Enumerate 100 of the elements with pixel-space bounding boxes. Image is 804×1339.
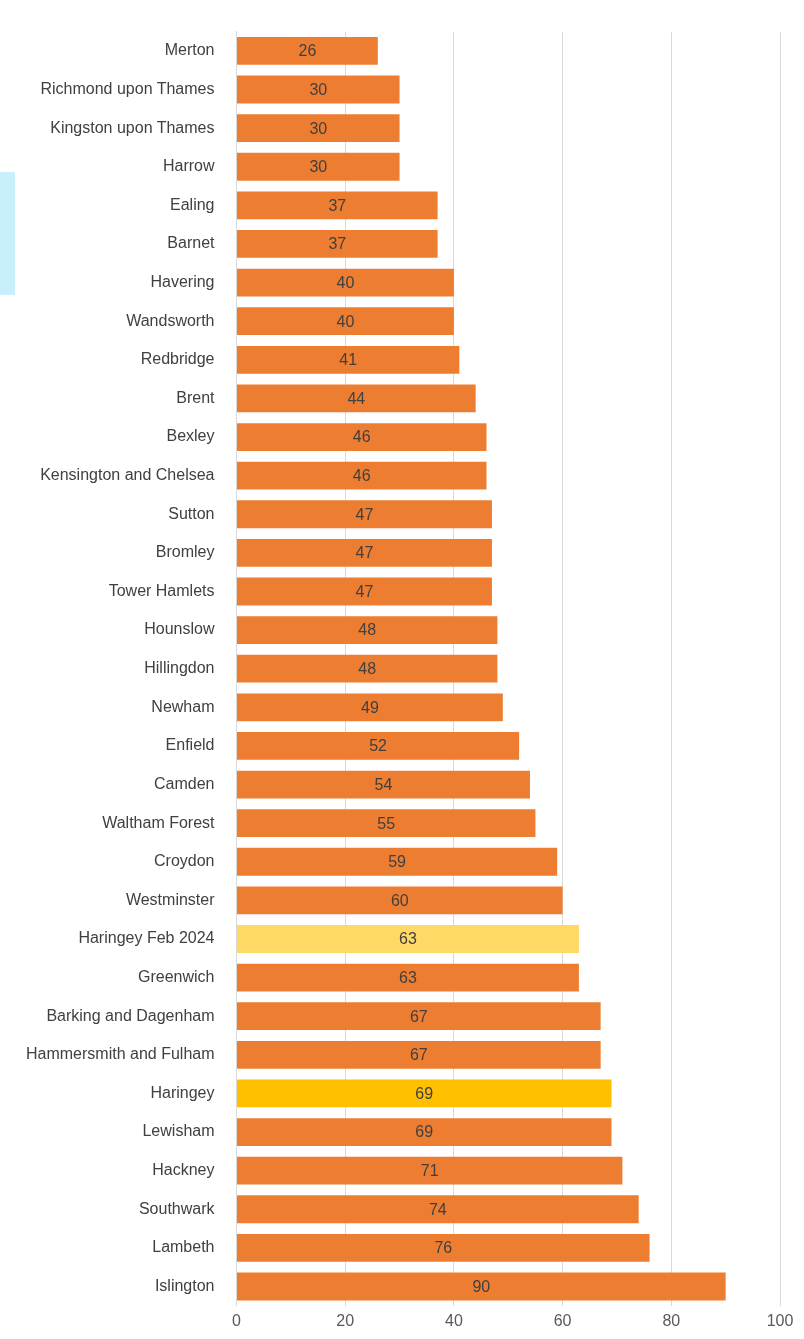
- data-label: 63: [399, 930, 417, 948]
- x-tick-label: 20: [336, 1311, 355, 1329]
- bar: [237, 616, 498, 644]
- bar: [237, 1272, 726, 1301]
- y-tick-label: Lewisham: [142, 1122, 215, 1140]
- y-tick-label: Merton: [164, 41, 215, 59]
- bar: [237, 809, 536, 838]
- bar: [237, 847, 558, 876]
- y-tick-label: Redbridge: [140, 350, 215, 368]
- data-label: 37: [328, 196, 347, 214]
- bar: [237, 384, 476, 413]
- y-tick-label: Southwark: [138, 1199, 216, 1217]
- y-tick-label: Hillingdon: [144, 659, 215, 677]
- bar: [237, 886, 563, 915]
- y-tick-label: Greenwich: [138, 968, 215, 985]
- y-tick-label: Haringey: [150, 1083, 215, 1101]
- y-tick-label: Enfield: [165, 736, 215, 754]
- bar: [237, 307, 454, 336]
- data-label: 41: [339, 351, 358, 369]
- bar: [237, 37, 378, 65]
- y-tick-label: Bromley: [155, 543, 215, 561]
- y-tick-label: Kingston upon Thames: [50, 118, 215, 136]
- bar: [237, 230, 438, 258]
- y-tick-label: Bexley: [166, 427, 215, 445]
- bar: [237, 191, 438, 220]
- data-label: 49: [361, 698, 379, 716]
- y-tick-label: Croydon: [154, 852, 215, 870]
- bar: [237, 654, 498, 683]
- bar: [237, 1002, 601, 1031]
- data-label: 44: [347, 389, 366, 407]
- data-label: 30: [309, 119, 328, 137]
- data-label: 76: [434, 1239, 453, 1257]
- bar: [237, 538, 492, 567]
- bar: [237, 1040, 601, 1069]
- y-tick-label: Waltham Forest: [102, 813, 216, 831]
- y-tick-label: Barking and Dagenham: [46, 1006, 215, 1024]
- bar: [237, 577, 492, 606]
- y-tick-label: Westminster: [125, 890, 216, 908]
- bar: [237, 1233, 650, 1262]
- y-tick-label: Camden: [154, 774, 215, 792]
- data-label: 55: [377, 814, 396, 832]
- data-label: 67: [409, 1046, 428, 1064]
- bar: [237, 1079, 612, 1108]
- y-tick-label: Harrow: [162, 157, 215, 175]
- data-label: 67: [409, 1007, 428, 1025]
- data-label: 63: [399, 969, 417, 986]
- y-tick-label: Havering: [150, 272, 215, 290]
- x-tick-label: 40: [445, 1311, 463, 1329]
- data-label: 47: [355, 505, 374, 523]
- y-tick-label: Haringey Feb 2024: [78, 929, 215, 947]
- data-label: 40: [336, 273, 355, 291]
- bar: [237, 500, 492, 529]
- data-label: 71: [420, 1162, 439, 1180]
- data-label: 26: [298, 42, 317, 60]
- data-label: 46: [352, 428, 371, 446]
- bar: [237, 75, 400, 104]
- data-label: 60: [390, 891, 409, 909]
- data-label: 54: [374, 775, 393, 793]
- y-tick-label: Newham: [151, 697, 215, 715]
- bar: [237, 963, 579, 992]
- x-tick-label: 100: [766, 1311, 794, 1329]
- bar: [237, 268, 454, 297]
- bar: [237, 770, 530, 799]
- bar: [237, 693, 503, 722]
- data-label: 40: [336, 312, 355, 330]
- y-tick-label: Wandsworth: [126, 311, 215, 329]
- bar: [237, 423, 487, 451]
- data-label: 46: [352, 467, 371, 485]
- data-label: 52: [369, 737, 388, 755]
- bar: [237, 925, 579, 953]
- data-label: 59: [388, 853, 407, 871]
- bar: [237, 345, 460, 374]
- bar: [237, 461, 487, 490]
- x-tick-label: 80: [662, 1311, 681, 1329]
- bar: [237, 732, 520, 760]
- y-tick-label: Barnet: [167, 234, 216, 252]
- bar: [237, 114, 400, 143]
- bar: [237, 152, 400, 181]
- y-tick-label: Hackney: [152, 1161, 215, 1179]
- data-label: 69: [415, 1123, 434, 1141]
- y-tick-label: Kensington and Chelsea: [40, 466, 215, 484]
- y-tick-label: Hammersmith and Fulham: [26, 1045, 215, 1063]
- data-label: 90: [472, 1277, 491, 1295]
- data-label: 74: [428, 1200, 447, 1218]
- y-tick-label: Brent: [176, 388, 216, 406]
- data-label: 30: [309, 158, 328, 176]
- bar: [237, 1195, 639, 1224]
- data-label: 37: [328, 235, 347, 253]
- data-label: 48: [358, 621, 377, 639]
- data-label: 30: [309, 80, 328, 98]
- bar: [237, 1156, 623, 1185]
- y-tick-label: Sutton: [168, 504, 215, 522]
- data-label: 47: [355, 544, 374, 562]
- bar: [237, 1118, 612, 1146]
- y-tick-label: Richmond upon Thames: [40, 79, 215, 97]
- data-label: 48: [358, 660, 377, 678]
- y-tick-label: Tower Hamlets: [108, 581, 215, 599]
- data-label: 69: [415, 1084, 434, 1102]
- x-tick-label: 0: [232, 1311, 242, 1329]
- x-tick-label: 60: [553, 1311, 572, 1329]
